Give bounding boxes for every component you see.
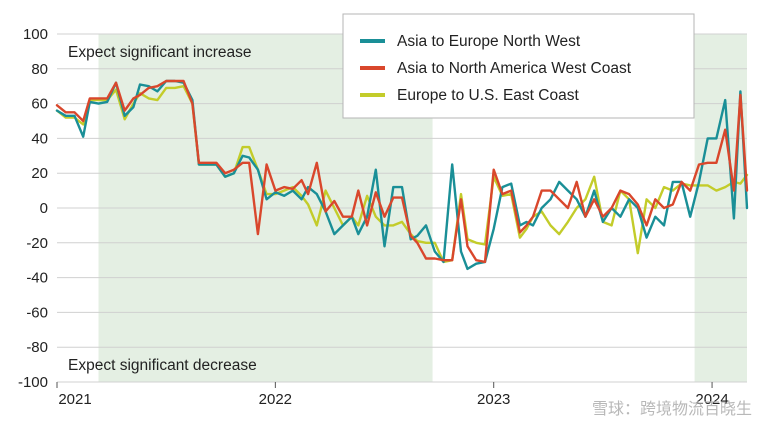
series-line-1 [55, 79, 749, 264]
y-tick-label: 80 [31, 61, 48, 78]
y-tick-label: 20 [31, 165, 48, 182]
legend-label-europe-us: Europe to U.S. East Coast [397, 87, 579, 104]
series-line-2 [55, 84, 749, 264]
y-tick-label: 60 [31, 96, 48, 113]
legend-box [342, 13, 695, 119]
y-tick-label: -60 [26, 304, 48, 321]
y-axis-ticks: 100 80 60 40 20 0 -20 -40 -60 -80 -100 [18, 26, 48, 391]
y-tick-label: -100 [18, 374, 48, 391]
x-tick-label: 2024 [695, 391, 728, 408]
grid-lines [57, 33, 747, 383]
legend-label-asia-north-america: Asia to North America West Coast [397, 60, 632, 77]
annotation-bottom: Expect significant decrease [68, 357, 257, 374]
watermark: 雪球：跨境物流百晓生 [592, 399, 752, 418]
y-tick-label: -40 [26, 270, 48, 287]
annotation-top: Expect significant increase [68, 44, 252, 61]
y-tick-label: 0 [40, 200, 48, 217]
x-tick-label: 2023 [477, 391, 510, 408]
y-tick-label: 100 [23, 26, 48, 43]
x-axis-ticks: 2021 2022 2023 2024 [56, 382, 729, 408]
x-tick-label: 2022 [259, 391, 292, 408]
legend: Asia to Europe North West Asia to North … [342, 13, 695, 119]
y-tick-label: 40 [31, 130, 48, 147]
y-tick-label: -80 [26, 339, 48, 356]
series-lines [55, 79, 749, 271]
x-tick-label: 2021 [58, 391, 91, 408]
y-tick-label: -20 [26, 235, 48, 252]
legend-label-asia-europe: Asia to Europe North West [397, 33, 581, 50]
